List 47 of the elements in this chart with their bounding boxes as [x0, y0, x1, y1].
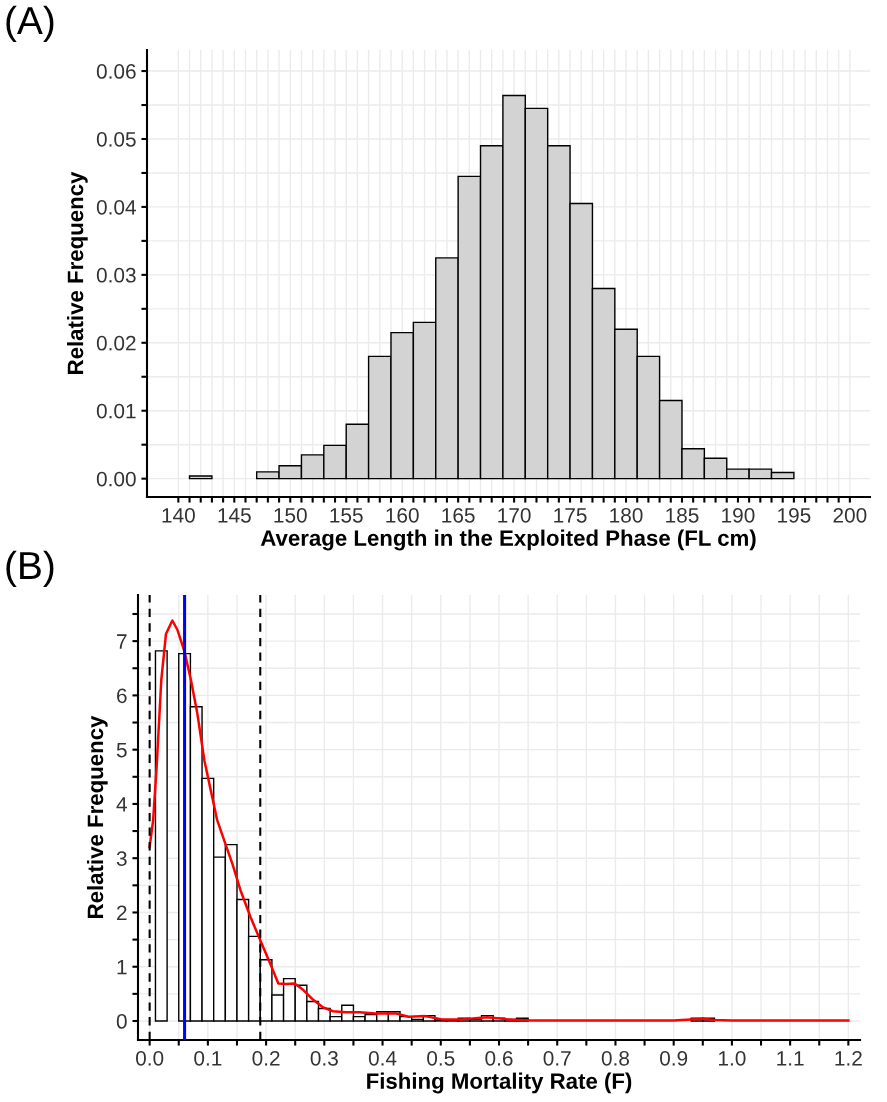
- x-tick-label: 200: [833, 507, 867, 523]
- x-tick-label: 180: [610, 507, 643, 523]
- chart-title: (B): [6, 550, 54, 587]
- x-tick-label: 1.2: [835, 1050, 862, 1066]
- y-tick-label: 1: [117, 959, 127, 975]
- x-tick-label: 160: [386, 507, 419, 523]
- y-tick-label: 7: [117, 634, 127, 649]
- y-tick-label: 4: [116, 797, 127, 812]
- x-tick-label: 0.4: [368, 1050, 397, 1066]
- x-tick-label: 0.5: [427, 1050, 455, 1066]
- chart-title: (A): [6, 5, 54, 42]
- y-tick-label: 5: [116, 742, 127, 758]
- y-tick-label: 2: [117, 905, 127, 921]
- x-tick-label: 140: [162, 507, 195, 523]
- x-tick-label: 145: [218, 508, 251, 523]
- y-tick-label: 0.05: [96, 131, 136, 147]
- x-tick-label: 165: [442, 507, 475, 523]
- y-tick-label: 3: [116, 851, 127, 866]
- x-tick-label: 190: [722, 507, 755, 523]
- y-axis-title: Relative Frequency: [66, 171, 88, 374]
- x-tick-label: 0.1: [194, 1050, 222, 1066]
- x-tick-label: 175: [554, 508, 587, 523]
- x-tick-label: 0.9: [660, 1050, 688, 1066]
- x-tick-label: 0.8: [601, 1050, 630, 1066]
- x-tick-label: 0.2: [252, 1050, 280, 1066]
- x-tick-label: 0.7: [543, 1050, 571, 1066]
- x-tick-label: 150: [274, 507, 307, 523]
- y-tick-label: 0.02: [96, 335, 136, 351]
- x-tick-label: 195: [778, 507, 811, 523]
- x-tick-label: 0.0: [135, 1050, 164, 1066]
- y-tick-label: 6: [117, 688, 127, 704]
- x-tick-label: 0.3: [310, 1050, 338, 1066]
- y-tick-label: 0.04: [96, 199, 136, 215]
- x-tick-label: 185: [666, 507, 699, 523]
- x-tick-label: 155: [330, 508, 363, 523]
- y-tick-label: 0.01: [96, 403, 136, 419]
- y-tick-label: 0.00: [96, 471, 136, 487]
- y-tick-label: 0.06: [96, 64, 136, 79]
- y-tick-label: 0.03: [96, 267, 136, 283]
- x-tick-label: 1.0: [719, 1050, 746, 1066]
- y-axis-title: Relative Frequency: [86, 715, 108, 918]
- x-axis-title: Average Length in the Exploited Phase (FL cm): [260, 529, 756, 551]
- x-tick-label: 0.6: [485, 1050, 513, 1066]
- x-axis-title: Fishing Mortality Rate (F): [367, 1072, 632, 1094]
- y-tick-label: 0: [116, 1014, 127, 1029]
- x-tick-label: 1.1: [777, 1051, 804, 1066]
- x-tick-label: 170: [498, 507, 531, 523]
